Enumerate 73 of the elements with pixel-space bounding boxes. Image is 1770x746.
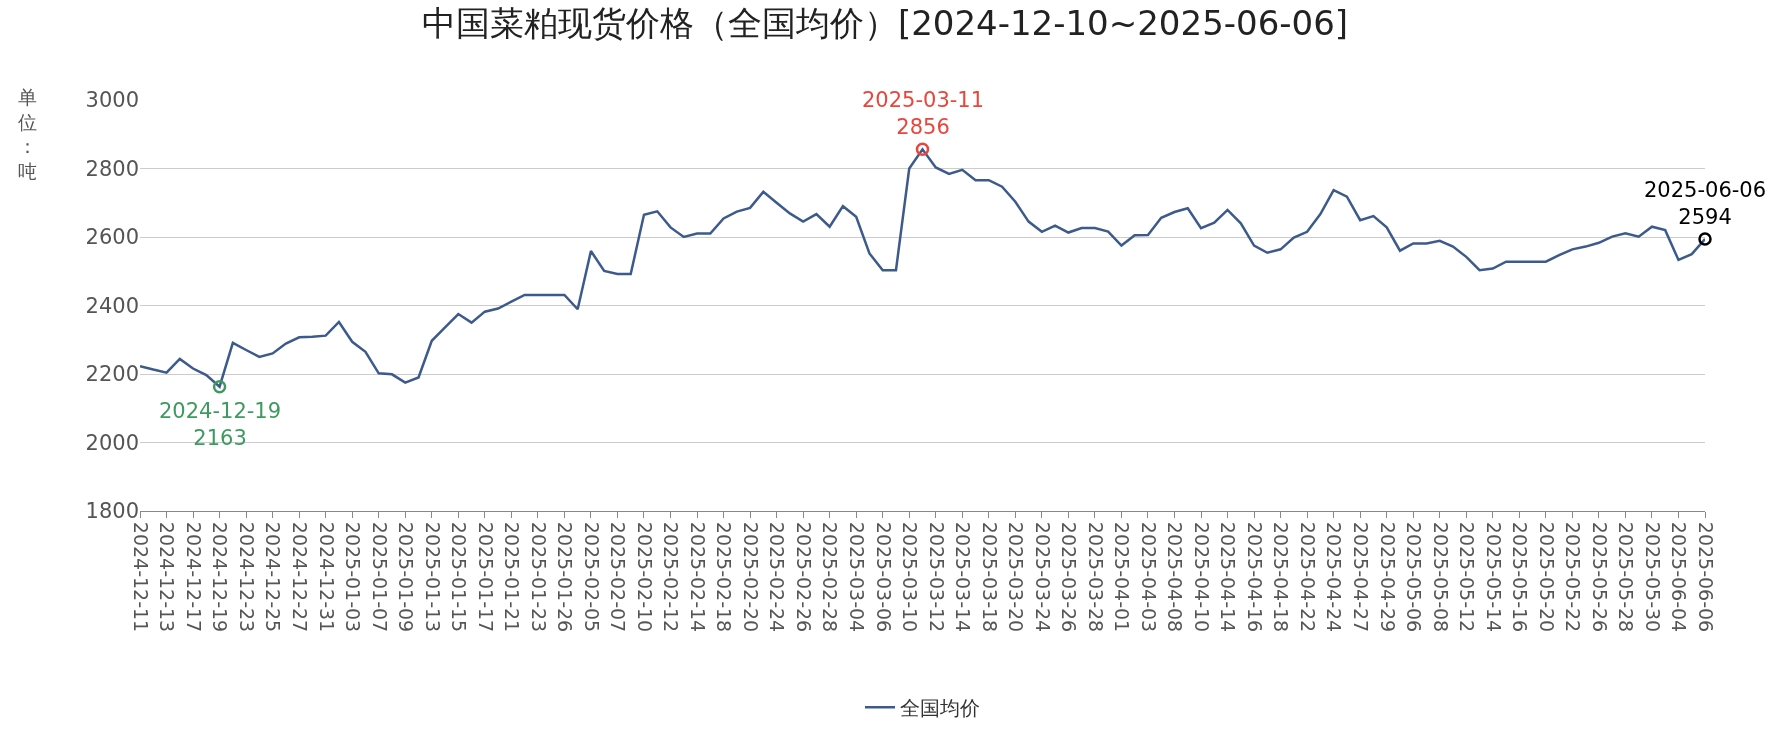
y-tick-label: 3000 — [85, 88, 139, 113]
chart-title: 中国菜粕现货价格（全国均价）[2024-12-10~2025-06-06] — [421, 2, 1349, 43]
x-tick-label: 2025-05-22 — [1562, 521, 1585, 633]
x-tick-label: 2025-04-27 — [1349, 521, 1372, 633]
x-tick-label: 2025-04-29 — [1376, 521, 1399, 633]
x-tick-label: 2025-06-04 — [1668, 521, 1691, 633]
x-tick-label: 2025-02-18 — [713, 521, 736, 633]
x-tick-label: 2025-04-16 — [1243, 521, 1266, 633]
annotation: 2024-12-19 2163 — [159, 399, 282, 451]
x-tick-label: 2025-05-06 — [1403, 521, 1426, 633]
x-tick-label: 2024-12-11 — [129, 521, 152, 633]
x-tick-label: 2025-03-26 — [1058, 521, 1081, 633]
x-tick-label: 2025-02-28 — [819, 521, 842, 633]
x-tick-label: 2025-06-06 — [1694, 521, 1717, 633]
x-tick-label: 2025-05-16 — [1509, 521, 1532, 633]
annotation: 2025-06-06 2594 — [1644, 178, 1767, 230]
x-tick-label: 2025-04-24 — [1323, 521, 1346, 633]
x-tick-label: 2025-03-14 — [952, 521, 975, 633]
x-tick-label: 2025-03-06 — [872, 521, 895, 633]
x-tick-label: 2025-03-20 — [1005, 521, 1028, 633]
x-tick-label: 2025-05-08 — [1429, 521, 1452, 633]
x-tick-label: 2024-12-13 — [156, 521, 179, 633]
x-tick-label: 2025-04-08 — [1164, 521, 1187, 633]
x-tick-label: 2025-03-10 — [899, 521, 922, 633]
x-tick-label: 2025-02-12 — [660, 521, 683, 633]
y-tick-label: 2800 — [85, 156, 139, 181]
x-tick-label: 2025-01-03 — [342, 521, 365, 633]
x-tick-label: 2025-01-23 — [527, 521, 550, 633]
x-tick-label: 2025-01-09 — [395, 521, 418, 633]
x-tick-label: 2025-05-26 — [1588, 521, 1611, 633]
x-tick-label: 2025-05-30 — [1641, 521, 1664, 633]
x-tick-label: 2024-12-25 — [262, 521, 285, 633]
x-tick-label: 2024-12-31 — [315, 521, 338, 633]
x-tick-label: 2025-02-14 — [686, 521, 709, 633]
x-tick-label: 2025-04-01 — [1111, 521, 1134, 633]
x-tick-label: 2025-02-24 — [766, 521, 789, 633]
x-tick-label: 2024-12-23 — [235, 521, 258, 633]
x-tick-label: 2025-03-28 — [1084, 521, 1107, 633]
x-tick-label: 2025-01-15 — [448, 521, 471, 633]
y-tick-label: 2200 — [85, 362, 139, 387]
y-axis-title: 单位：吨 — [18, 86, 37, 183]
x-tick-label: 2025-04-18 — [1270, 521, 1293, 633]
x-tick-label: 2025-03-18 — [978, 521, 1001, 633]
x-tick-label: 2025-02-26 — [792, 521, 815, 633]
x-tick-label: 2025-05-12 — [1456, 521, 1479, 633]
x-tick-label: 2025-01-13 — [421, 521, 444, 633]
x-tick-label: 2025-04-03 — [1137, 521, 1160, 633]
y-tick-label: 2000 — [85, 430, 139, 455]
x-tick-label: 2024-12-17 — [182, 521, 205, 633]
x-tick-label: 2025-05-28 — [1615, 521, 1638, 633]
x-tick-label: 2025-05-20 — [1535, 521, 1558, 633]
annotation: 2025-03-11 2856 — [862, 88, 985, 140]
x-tick-label: 2024-12-27 — [288, 521, 311, 633]
x-tick-label: 2025-05-14 — [1482, 521, 1505, 633]
x-tick-label: 2025-02-10 — [633, 521, 656, 633]
y-tick-label: 2600 — [85, 225, 139, 250]
y-tick-label: 1800 — [85, 499, 139, 524]
y-tick-label: 2400 — [85, 293, 139, 318]
x-tick-label: 2025-01-17 — [474, 521, 497, 633]
x-tick-label: 2025-01-07 — [368, 521, 391, 633]
legend-label: 全国均价 — [900, 696, 980, 721]
x-tick-label: 2025-02-07 — [607, 521, 630, 633]
x-tick-label: 2025-03-04 — [846, 521, 869, 633]
x-tick-label: 2024-12-19 — [209, 521, 232, 633]
x-tick-label: 2025-03-12 — [925, 521, 948, 633]
x-tick-label: 2025-04-22 — [1296, 521, 1319, 633]
x-tick-label: 2025-04-14 — [1217, 521, 1240, 633]
x-tick-label: 2025-02-05 — [580, 521, 603, 633]
x-tick-label: 2025-04-10 — [1190, 521, 1213, 633]
x-tick-label: 2025-02-20 — [739, 521, 762, 633]
x-tick-label: 2025-03-24 — [1031, 521, 1054, 633]
x-tick-label: 2025-01-21 — [501, 521, 524, 633]
x-tick-label: 2025-01-26 — [554, 521, 577, 633]
